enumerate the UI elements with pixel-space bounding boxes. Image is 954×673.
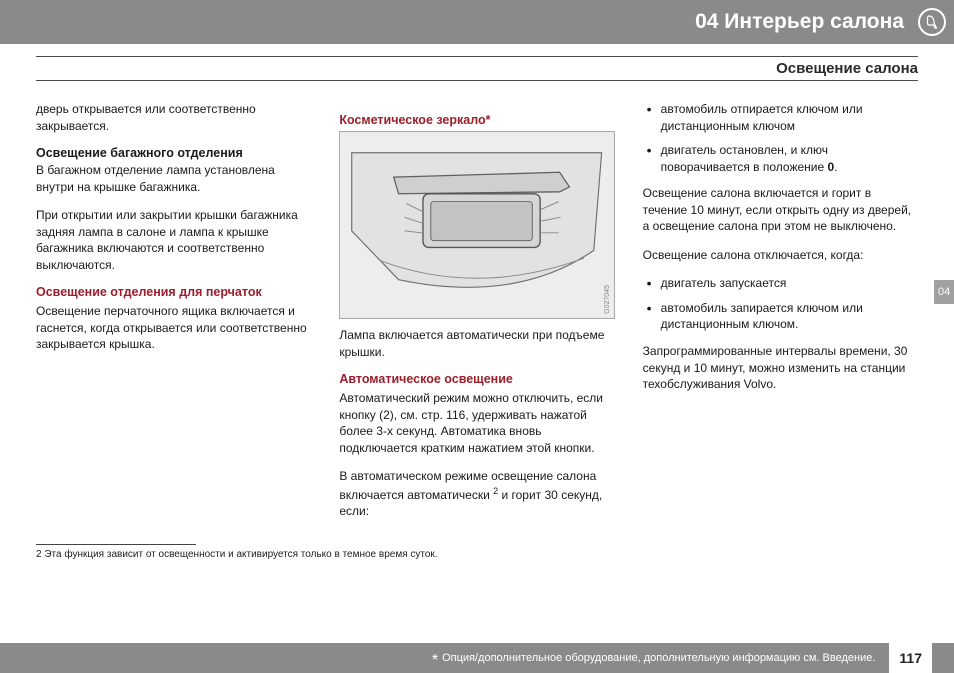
- columns: дверь открывается или соответственно зак…: [36, 101, 918, 532]
- list-item: автомобиль запирается ключом или дистанц…: [643, 300, 918, 333]
- bullet-list: двигатель запускается автомобиль запирае…: [643, 275, 918, 333]
- body-text: В автоматическом режиме освещение салона…: [339, 468, 614, 520]
- seat-icon: [918, 8, 946, 36]
- page-header: 04 Интерьер салона: [0, 0, 954, 44]
- body-text: Автоматический режим можно отключить, ес…: [339, 390, 614, 456]
- body-text: дверь открывается или соответственно зак…: [36, 101, 311, 134]
- subheading-trunk-light: Освещение багажного отделения: [36, 146, 311, 160]
- footer-text: Опция/дополнительное оборудование, допол…: [442, 652, 875, 664]
- chapter-title: 04 Интерьер салона: [695, 10, 904, 34]
- body-text: При открытии или закрытии крышки багажни…: [36, 207, 311, 273]
- column-3: автомобиль отпирается ключом или дистанц…: [643, 101, 918, 532]
- page-footer: * Опция/дополнительное оборудование, доп…: [0, 643, 954, 673]
- body-text: В багажном отделение лампа установлена в…: [36, 162, 311, 195]
- figure-caption: Лампа включается автоматически при подъе…: [339, 327, 614, 360]
- asterisk-icon: *: [432, 652, 438, 670]
- column-1: дверь открывается или соответственно зак…: [36, 101, 311, 532]
- content: Освещение салона дверь открывается или с…: [0, 44, 954, 532]
- footnote-rule: [36, 544, 196, 545]
- figure-id: G027045: [604, 285, 611, 314]
- heading-auto-light: Автоматическое освещение: [339, 372, 614, 386]
- option-star-icon: *: [486, 113, 491, 127]
- page-number: 117: [889, 643, 932, 673]
- list-item: двигатель остановлен, и ключ поворачивае…: [643, 142, 918, 175]
- list-item: двигатель запускается: [643, 275, 918, 292]
- bullet-list: автомобиль отпирается ключом или дистанц…: [643, 101, 918, 175]
- body-text: Освещение перчаточного ящика включается …: [36, 303, 311, 353]
- heading-glovebox-light: Освещение отделения для перчаток: [36, 285, 311, 299]
- vanity-mirror-figure: G027045: [339, 131, 614, 319]
- list-item: автомобиль отпирается ключом или дистанц…: [643, 101, 918, 134]
- body-text: Освещение салона включается и горит в те…: [643, 185, 918, 235]
- column-2: Косметическое зеркало* G0270: [339, 101, 614, 532]
- footnote: 2 Эта функция зависит от освещенности и …: [0, 549, 954, 566]
- body-text: Освещение салона отключается, когда:: [643, 247, 918, 264]
- heading-vanity-mirror: Косметическое зеркало*: [339, 113, 614, 127]
- section-title: Освещение салона: [36, 56, 918, 81]
- body-text: Запрограммированные интервалы времени, 3…: [643, 343, 918, 393]
- side-tab: 04: [934, 280, 954, 304]
